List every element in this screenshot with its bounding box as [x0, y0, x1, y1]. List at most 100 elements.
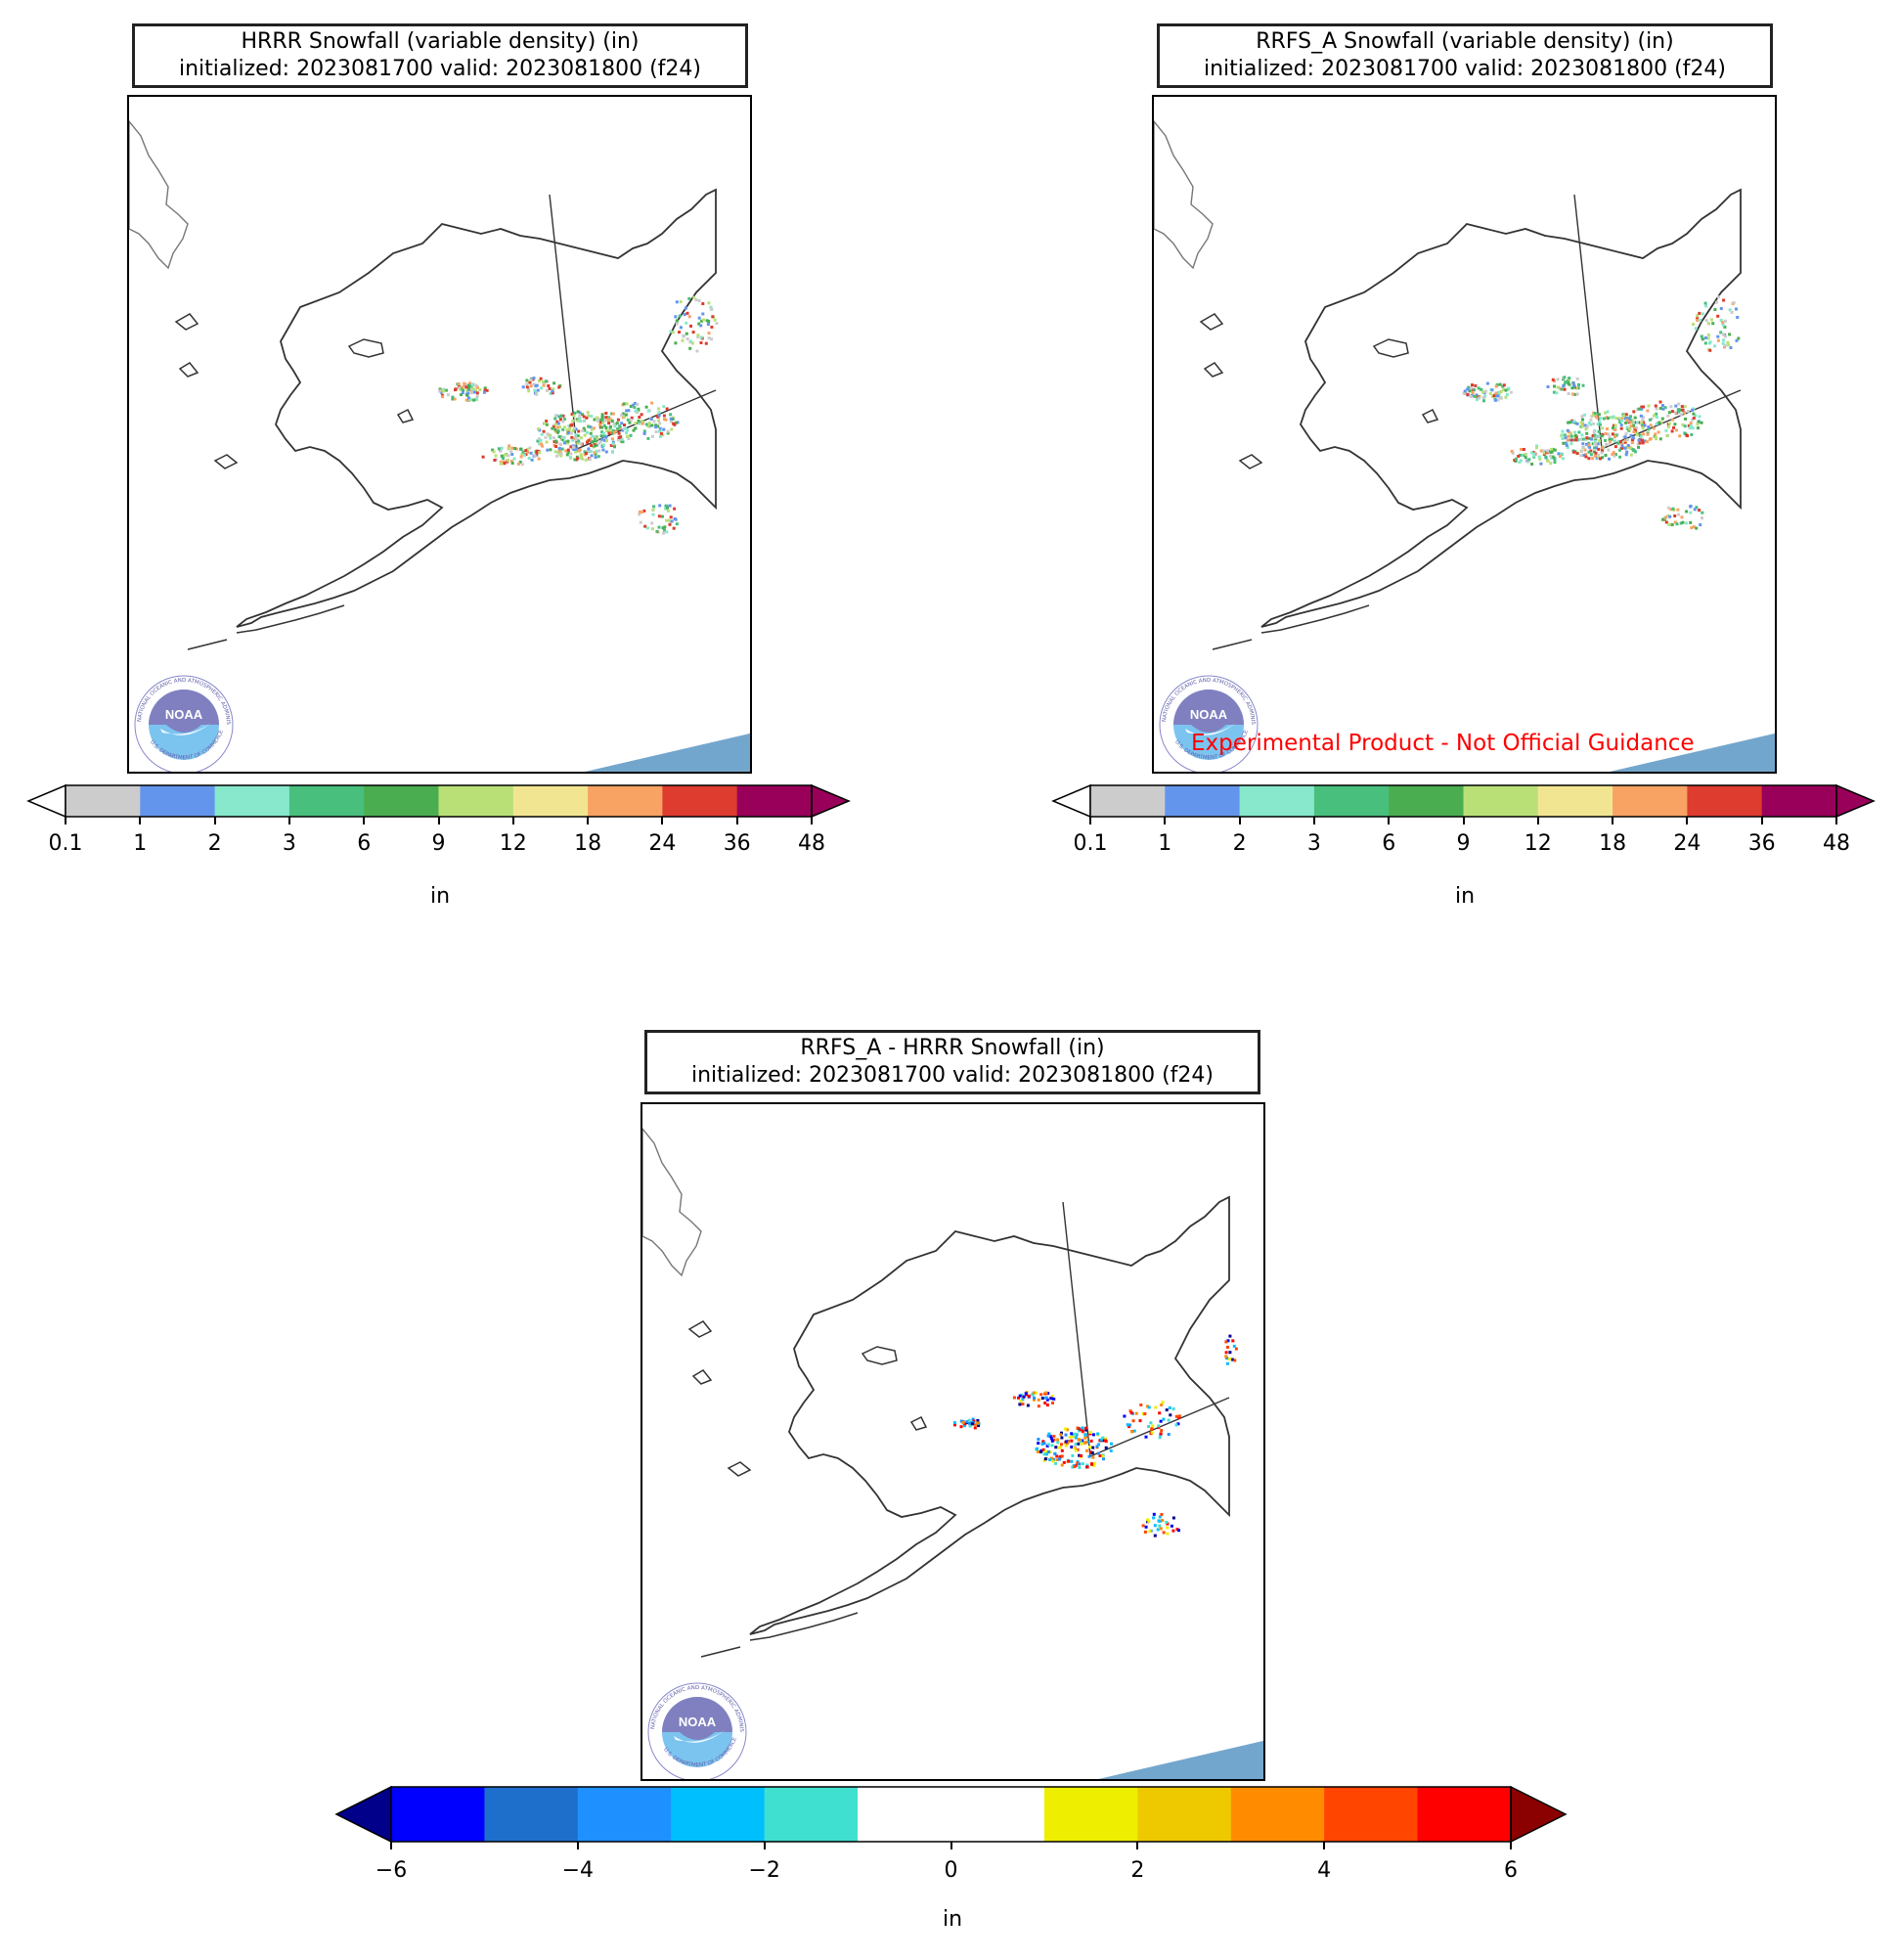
- canada-border: [1573, 194, 1742, 451]
- island-outline: [861, 1346, 898, 1365]
- russia-coastline: [129, 119, 189, 270]
- colorbar-tick-label: 12: [1524, 831, 1552, 856]
- snowfall-field: [1462, 295, 1741, 530]
- colorbar-tick-label: −6: [375, 1858, 408, 1883]
- map-geometry: [1154, 119, 1775, 772]
- colorbar-tick: [1089, 817, 1091, 824]
- colorbar-tick: [1536, 817, 1539, 824]
- colorbar-tick: [139, 817, 142, 824]
- colorbar-tick-label: 9: [1456, 831, 1471, 856]
- alaska-coastline: [749, 1195, 1230, 1635]
- colorbar-tick-label: 12: [499, 831, 527, 856]
- colorbar-segment: [288, 785, 365, 817]
- colorbar-segment: [364, 785, 439, 817]
- colorbar-segment: [736, 785, 813, 817]
- panel-title: HRRR Snowfall (variable density) (in) in…: [132, 23, 748, 88]
- map-frame[interactable]: NOAA NATIONAL OCEANIC AND ATMOSPHERIC ADM…: [1152, 95, 1777, 774]
- island-outline: [347, 338, 384, 358]
- colorbar-segment: [662, 785, 738, 817]
- colorbar-segment: [484, 1787, 579, 1842]
- colorbar-over-arrow: [1510, 1786, 1568, 1843]
- colorbar-tick-label: 1: [133, 831, 148, 856]
- colorbar-tick: [1323, 1842, 1326, 1849]
- colorbar-segment: [858, 1787, 951, 1842]
- colorbar-tick: [511, 817, 514, 824]
- colorbar-tick-label: 36: [1747, 831, 1776, 856]
- aleutian-coastline: [700, 1612, 859, 1658]
- colorbar-segment: [1537, 785, 1613, 817]
- island-outline: [691, 1369, 713, 1385]
- colorbar-tick-label: 0.1: [1073, 831, 1108, 856]
- colorbar-tick-label: 2: [1232, 831, 1247, 856]
- experimental-watermark: Experimental Product - Not Official Guid…: [1191, 731, 1695, 756]
- colorbar-tick-label: 2: [1130, 1858, 1145, 1883]
- colorbar-segment: [1463, 785, 1539, 817]
- colorbar-segment: [1137, 1787, 1232, 1842]
- colorbar-tick: [390, 1842, 392, 1849]
- colorbar-segment: [577, 1787, 672, 1842]
- colorbar-segment: [1313, 785, 1390, 817]
- colorbar-tick-label: 3: [282, 831, 296, 856]
- colorbar-tick: [1164, 817, 1167, 824]
- colorbar: [1051, 783, 1876, 819]
- colorbar-segment: [588, 785, 663, 817]
- colorbar-segment: [1090, 785, 1166, 817]
- colorbar-segment: [140, 785, 216, 817]
- colorbar-label: in: [942, 1907, 963, 1932]
- colorbar-segment: [214, 785, 290, 817]
- colorbar-segment: [1417, 1787, 1512, 1842]
- colorbar-segment: [512, 785, 589, 817]
- panel-title: RRFS_A Snowfall (variable density) (in) …: [1157, 23, 1773, 88]
- colorbar-tick: [1510, 1842, 1512, 1849]
- title-line1: RRFS_A Snowfall (variable density) (in): [1256, 29, 1674, 54]
- colorbar-segment: [950, 1787, 1045, 1842]
- svg-text:NOAA: NOAA: [679, 1715, 717, 1729]
- colorbar-segment: [391, 1787, 485, 1842]
- colorbar-segment: [1230, 1787, 1325, 1842]
- colorbar-tick-label: 18: [574, 831, 602, 856]
- colorbar-tick-label: 2: [207, 831, 222, 856]
- colorbar-tick: [587, 817, 590, 824]
- island-outline: [213, 454, 239, 469]
- colorbar-tick: [661, 817, 664, 824]
- island-outline: [1372, 338, 1409, 358]
- island-outline: [1238, 454, 1263, 469]
- colorbar-tick-label: 0: [944, 1858, 958, 1883]
- colorbar-tick-label: −2: [748, 1858, 780, 1883]
- alaska-map: [1154, 119, 1775, 772]
- colorbar-tick-label: 1: [1158, 831, 1172, 856]
- colorbar-tick: [950, 1842, 952, 1849]
- island-outline: [174, 313, 199, 331]
- island-outline: [687, 1320, 713, 1338]
- canada-border: [549, 194, 717, 451]
- colorbar-segment: [671, 1787, 766, 1842]
- colorbar-tick-label: 6: [357, 831, 372, 856]
- colorbar-tick: [437, 817, 440, 824]
- panel-title: RRFS_A - HRRR Snowfall (in) initialized:…: [644, 1030, 1260, 1094]
- svg-text:NOAA: NOAA: [165, 707, 203, 722]
- russia-coastline: [1154, 119, 1214, 270]
- snowfall-field: [438, 295, 719, 535]
- island-outline: [727, 1461, 752, 1477]
- colorbar-segment: [764, 1787, 859, 1842]
- colorbar-segment: [1761, 785, 1837, 817]
- colorbar-segment: [66, 785, 141, 817]
- colorbar-tick: [363, 817, 366, 824]
- out-of-domain-shading: [585, 733, 750, 772]
- colorbar-under-arrow: [26, 783, 66, 819]
- island-outline: [396, 408, 415, 423]
- map-frame[interactable]: NOAA NATIONAL OCEANIC AND ATMOSPHERIC ADM…: [641, 1102, 1265, 1781]
- map-frame[interactable]: NOAA NATIONAL OCEANIC AND ATMOSPHERIC ADM…: [127, 95, 752, 774]
- colorbar-tick-label: 48: [1823, 831, 1850, 856]
- colorbar-tick-label: −4: [561, 1858, 595, 1883]
- colorbar-over-arrow: [811, 783, 851, 819]
- island-outline: [178, 362, 199, 378]
- svg-text:NOAA: NOAA: [1190, 707, 1228, 722]
- alaska-map: [642, 1127, 1263, 1779]
- island-outline: [909, 1415, 928, 1431]
- colorbar-segment: [1613, 785, 1688, 817]
- title-line2: initialized: 2023081700 valid: 202308180…: [179, 57, 701, 81]
